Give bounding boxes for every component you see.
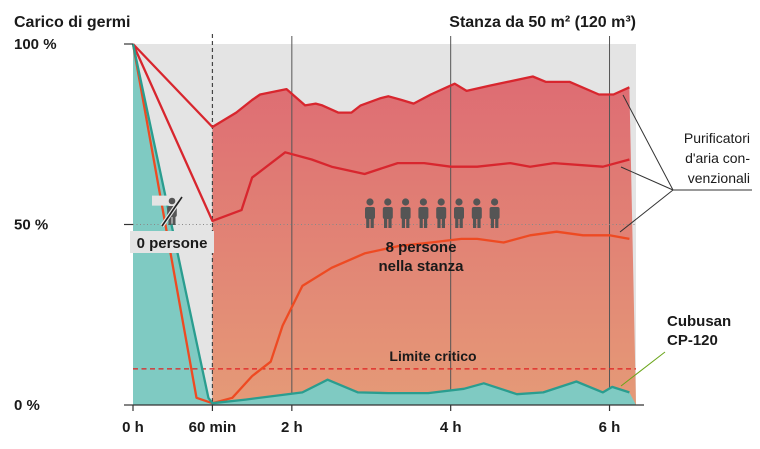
person-icon-leg-left [437, 218, 441, 228]
gap-mask-0 [152, 195, 170, 206]
person-icon-body [471, 207, 482, 219]
x-tick-label-60: 60 min [189, 419, 237, 436]
purifier-leader-bottom [619, 189, 674, 233]
person-icon-body [365, 207, 375, 219]
critical-limit-label: Limite critico [389, 348, 476, 364]
series-line-conventional-bottom [131, 43, 630, 405]
person-crossed-icon [160, 195, 184, 228]
person-icon-body [400, 207, 411, 219]
person-icon-leg-right [424, 218, 428, 228]
person-icon-body [382, 207, 393, 219]
person-icon-leg-right [495, 218, 499, 228]
person-icon-head [419, 198, 427, 206]
plot-area [131, 34, 636, 406]
y-ticks: 100 % 50 % 0 % [14, 36, 133, 414]
conventional-area-fill [212, 76, 636, 406]
person-icon-head [437, 198, 445, 206]
chart-title: Carico di germi [14, 14, 130, 31]
person-icon-leg-left [473, 218, 477, 228]
person-icon-body [454, 207, 464, 219]
zero-people-annotation: 0 persone [130, 195, 214, 253]
person-icon-leg-left [455, 218, 459, 228]
person-icon [489, 198, 500, 228]
purifiers-label-line1: Purificatori [684, 130, 750, 146]
person-icon-body [436, 207, 447, 219]
person-icon [471, 198, 482, 228]
y-tick-label-100: 100 % [14, 36, 57, 53]
eight-people-label-line2: nella stanza [378, 258, 464, 275]
person-icon-head [384, 198, 392, 206]
person-icon-leg-left [490, 218, 494, 228]
person-icon-head [402, 198, 410, 206]
person-icon-leg-right [459, 218, 463, 228]
purifiers-label-line3: venzionali [688, 170, 750, 186]
series-line-conventional-top [132, 43, 630, 129]
x-tick-label-0: 0 h [122, 419, 144, 436]
person-icon-leg-left [419, 218, 423, 228]
person-icon-head [473, 198, 481, 206]
person-icon-head [455, 198, 463, 206]
person-icon-leg-left [366, 218, 370, 228]
series-line-cubusan [131, 43, 630, 405]
x-tick-label-360: 6 h [599, 419, 621, 436]
y-tick-label-0: 0 % [14, 397, 40, 414]
axes: 0 h 60 min 2 h 4 h 6 h 100 % 50 % 0 % [14, 36, 644, 436]
cubusan-label-line1: Cubusan [667, 313, 731, 330]
x-ticks: 0 h 60 min 2 h 4 h 6 h [122, 405, 620, 436]
eight-people-label-line1: 8 persone [386, 239, 457, 256]
cubusan-label-line2: CP-120 [667, 332, 718, 349]
person-icon-leg-right [477, 218, 481, 228]
person-icon-leg-left [384, 218, 388, 228]
zero-people-label-bg [130, 231, 214, 253]
person-icon-head [491, 198, 499, 206]
cubusan-leader [620, 351, 666, 387]
line-break-marks [152, 195, 190, 224]
x-tick-label-240: 4 h [440, 419, 462, 436]
zero-people-label: 0 persone [137, 235, 208, 252]
person-icon [400, 198, 411, 228]
purifier-leader-middle [620, 166, 674, 191]
person-icon [454, 198, 464, 228]
person-icon-leg-left [401, 218, 405, 228]
annotation-leader-lines [619, 94, 752, 387]
person-icon-leg-right [406, 218, 410, 228]
person-icon-leg-right [388, 218, 392, 228]
person-icon [365, 198, 375, 228]
series-line-conventional-middle [131, 43, 630, 223]
grid-lines [291, 36, 611, 405]
people-icon-row [365, 198, 500, 228]
person-icon-leg-right [441, 218, 445, 228]
person-icon-body [489, 207, 500, 219]
person-icon-body [418, 207, 429, 219]
series-lines [131, 43, 630, 405]
chart-subtitle: Stanza da 50 m² (120 m³) [449, 14, 636, 31]
x-tick-label-120: 2 h [281, 419, 303, 436]
person-icon [418, 198, 429, 228]
person-icon-leg-right [370, 218, 374, 228]
purifiers-label-line2: d'aria con- [685, 150, 750, 166]
cubusan-area-fill [133, 44, 636, 405]
person-icon [436, 198, 447, 228]
person-icon [382, 198, 393, 228]
person-icon-head [366, 198, 374, 206]
y-tick-label-50: 50 % [14, 217, 48, 234]
gap-mask-1 [171, 213, 190, 224]
